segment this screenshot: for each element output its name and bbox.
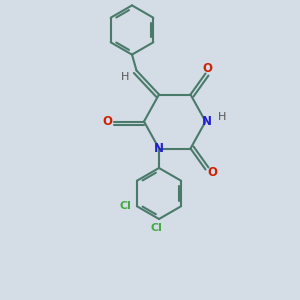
Text: H: H [121,72,129,82]
Text: Cl: Cl [120,201,131,211]
Text: N: N [154,142,164,155]
Text: O: O [202,61,212,75]
Text: H: H [218,112,226,122]
Text: N: N [202,115,212,128]
Text: O: O [102,115,112,128]
Text: Cl: Cl [151,223,163,233]
Text: O: O [207,166,217,179]
